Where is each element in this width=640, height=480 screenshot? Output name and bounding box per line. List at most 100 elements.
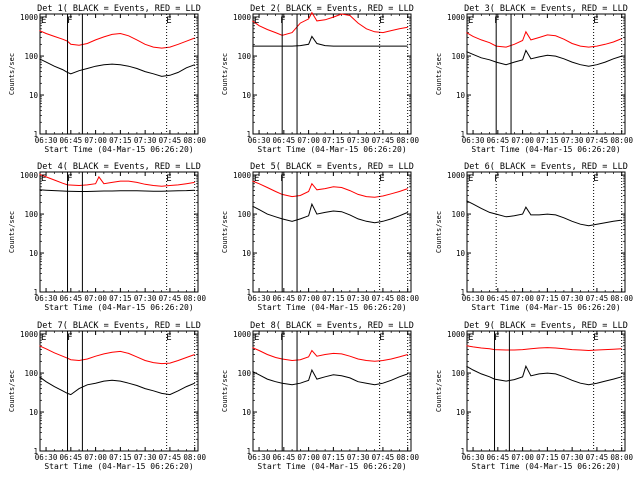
events-line xyxy=(466,49,622,67)
x-axis-label: Start Time (04-Mar-15 06:26:20) xyxy=(471,145,620,154)
lld-line xyxy=(252,180,408,198)
x-axis-label: Start Time (04-Mar-15 06:26:20) xyxy=(44,145,193,154)
y-tick-label: 1 xyxy=(33,447,38,456)
x-tick-label: 08:00 xyxy=(610,294,633,303)
lld-line xyxy=(252,347,408,362)
panel-title: Det 4( BLACK = Events, RED = LLD xyxy=(37,162,201,172)
x-tick-label: 07:30 xyxy=(134,136,157,145)
x-tick-label: 08:00 xyxy=(610,453,633,462)
y-tick-label: 100 xyxy=(24,52,38,61)
x-axis-label: Start Time (04-Mar-15 06:26:20) xyxy=(44,303,193,312)
x-tick-label: 07:15 xyxy=(536,294,559,303)
y-tick-label: 1000 xyxy=(20,171,39,180)
panel-det-4: Det 4( BLACK = Events, RED = LLD 1 10 100 10… xyxy=(8,162,206,312)
x-tick-label: 06:45 xyxy=(487,136,510,145)
y-tick-label: 10 xyxy=(29,408,39,417)
x-tick-label: 07:00 xyxy=(511,136,534,145)
y-tick-label: 10 xyxy=(456,408,466,417)
y-tick-label: 1000 xyxy=(447,13,466,22)
x-tick-label: 07:30 xyxy=(561,453,584,462)
y-tick-label: 10 xyxy=(29,91,39,100)
x-axis-label: Start Time (04-Mar-15 06:26:20) xyxy=(257,303,406,312)
x-tick-label: 06:30 xyxy=(35,453,58,462)
x-tick-label: 06:45 xyxy=(487,294,510,303)
x-tick-label: 08:00 xyxy=(396,453,419,462)
marker-flag-label: E xyxy=(41,16,46,26)
x-tick-label: 06:45 xyxy=(60,136,83,145)
marker-flag-label: F xyxy=(67,333,72,343)
panel-title: Det 5( BLACK = Events, RED = LLD xyxy=(250,162,414,172)
y-tick-label: 10 xyxy=(242,91,252,100)
marker-flag-label: E xyxy=(468,333,473,343)
x-tick-label: 07:15 xyxy=(109,136,132,145)
x-tick-label: 06:30 xyxy=(462,136,485,145)
y-tick-label: 1000 xyxy=(233,330,252,339)
x-tick-label: 06:30 xyxy=(35,294,58,303)
x-tick-label: 07:15 xyxy=(322,453,345,462)
y-tick-label: 100 xyxy=(24,369,38,378)
plot-frame xyxy=(252,330,412,452)
x-tick-label: 08:00 xyxy=(183,294,206,303)
marker-flag-label: E xyxy=(379,333,384,343)
y-tick-label: 10 xyxy=(456,91,466,100)
x-axis-label: Start Time (04-Mar-15 06:26:20) xyxy=(257,145,406,154)
marker-flag-label: F xyxy=(67,16,72,26)
y-axis-label: Counts/sec xyxy=(435,53,443,95)
x-tick-label: 07:15 xyxy=(322,136,345,145)
marker-flag-label: F xyxy=(280,333,285,343)
plot-frame xyxy=(39,330,199,452)
x-tick-label: 07:30 xyxy=(134,453,157,462)
x-tick-label: 06:30 xyxy=(35,136,58,145)
x-tick-label: 07:45 xyxy=(372,453,395,462)
plot-frame xyxy=(466,13,626,135)
y-axis-label: Counts/sec xyxy=(8,211,16,253)
x-tick-label: 06:30 xyxy=(248,453,271,462)
y-tick-label: 100 xyxy=(237,52,251,61)
panel-title: Det 6( BLACK = Events, RED = LLD xyxy=(464,162,628,172)
x-tick-label: 06:45 xyxy=(273,453,296,462)
y-axis-label: Counts/sec xyxy=(221,211,229,253)
marker-flag-label: E xyxy=(379,174,384,184)
y-tick-label: 1 xyxy=(460,130,465,139)
panel-det-2: Det 2( BLACK = Events, RED = LLD 1 10 100 10… xyxy=(221,4,419,154)
x-tick-label: 07:30 xyxy=(347,294,370,303)
y-tick-label: 10 xyxy=(242,249,252,258)
y-tick-label: 1000 xyxy=(447,330,466,339)
plot-frame xyxy=(39,13,199,135)
x-tick-label: 07:30 xyxy=(347,453,370,462)
y-tick-label: 1000 xyxy=(233,13,252,22)
marker-flag-label: E xyxy=(593,174,598,184)
y-tick-label: 100 xyxy=(451,369,465,378)
lld-line xyxy=(39,30,195,49)
x-tick-label: 07:45 xyxy=(159,294,182,303)
panel-det-6: Det 6( BLACK = Events, RED = LLD 1 10 100 10… xyxy=(435,162,633,312)
marker-flag-label: E xyxy=(468,16,473,26)
plot-frame xyxy=(252,13,412,135)
x-tick-label: 07:15 xyxy=(536,453,559,462)
y-axis-label: Counts/sec xyxy=(221,370,229,412)
y-tick-label: 1 xyxy=(460,288,465,297)
x-tick-label: 06:30 xyxy=(462,453,485,462)
marker-flag-label: E xyxy=(254,333,259,343)
x-tick-label: 08:00 xyxy=(183,453,206,462)
x-tick-label: 07:45 xyxy=(586,136,609,145)
x-tick-label: 07:00 xyxy=(297,294,320,303)
panel-det-1: Det 1( BLACK = Events, RED = LLD 1 10 100 10… xyxy=(8,4,206,154)
x-tick-label: 07:45 xyxy=(159,453,182,462)
y-tick-label: 1000 xyxy=(233,171,252,180)
x-tick-label: 07:45 xyxy=(586,453,609,462)
marker-flag-label: E xyxy=(41,174,46,184)
x-tick-label: 07:15 xyxy=(536,136,559,145)
x-tick-label: 07:00 xyxy=(297,453,320,462)
y-tick-label: 10 xyxy=(242,408,252,417)
x-tick-label: 06:45 xyxy=(273,294,296,303)
events-line xyxy=(252,368,408,386)
x-tick-label: 06:30 xyxy=(248,294,271,303)
y-tick-label: 1 xyxy=(460,447,465,456)
x-tick-label: 07:00 xyxy=(297,136,320,145)
x-tick-label: 08:00 xyxy=(396,136,419,145)
y-tick-label: 1 xyxy=(33,288,38,297)
panel-det-7: Det 7( BLACK = Events, RED = LLD 1 10 100 10… xyxy=(8,321,206,471)
marker-flag-label: F xyxy=(67,174,72,184)
